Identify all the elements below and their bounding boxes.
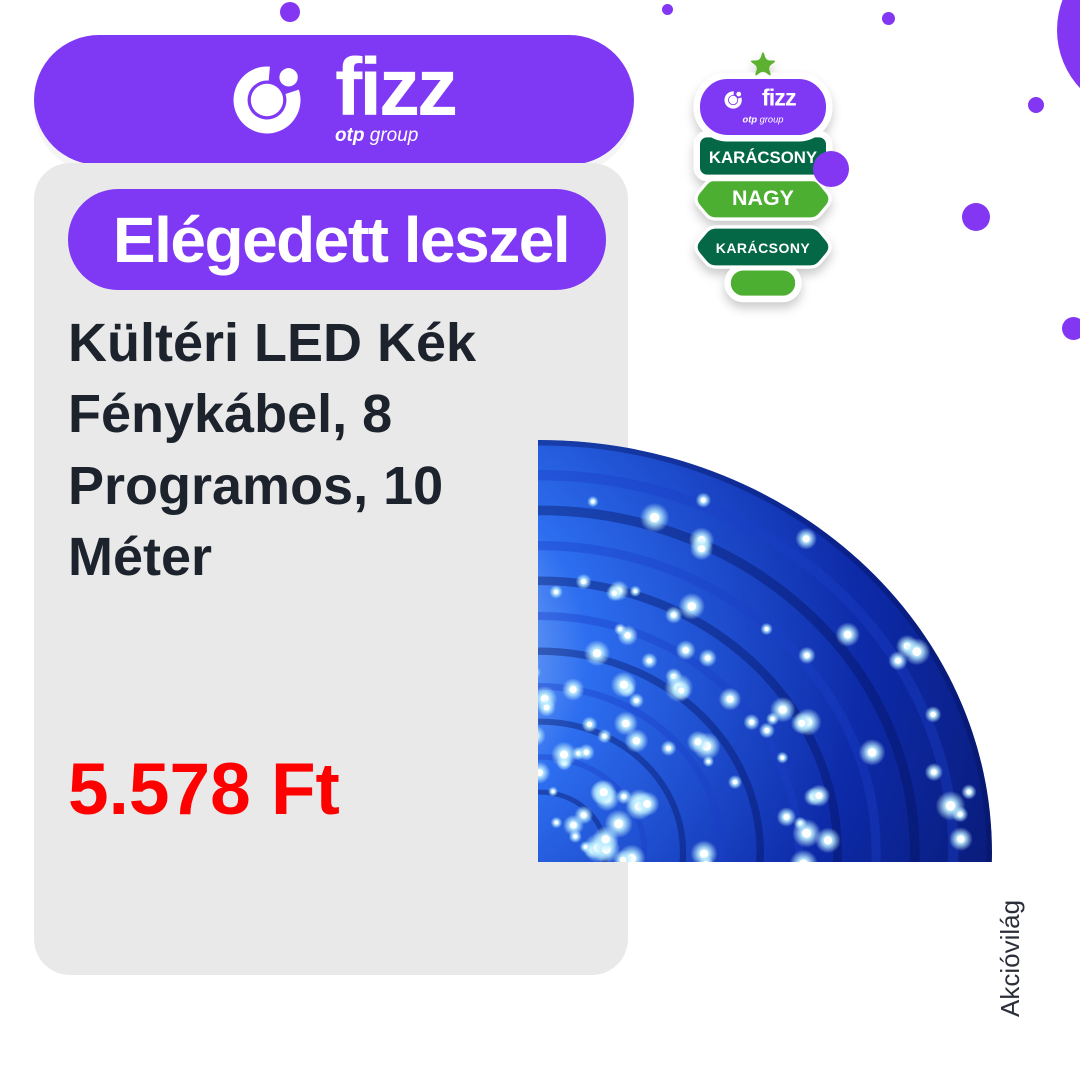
svg-text:KARÁCSONY: KARÁCSONY: [709, 148, 817, 167]
svg-text:KARÁCSONY: KARÁCSONY: [716, 240, 811, 256]
svg-text:NAGY: NAGY: [732, 186, 794, 210]
svg-text:otp group: otp group: [743, 114, 784, 124]
svg-text:fizz: fizz: [762, 85, 796, 111]
